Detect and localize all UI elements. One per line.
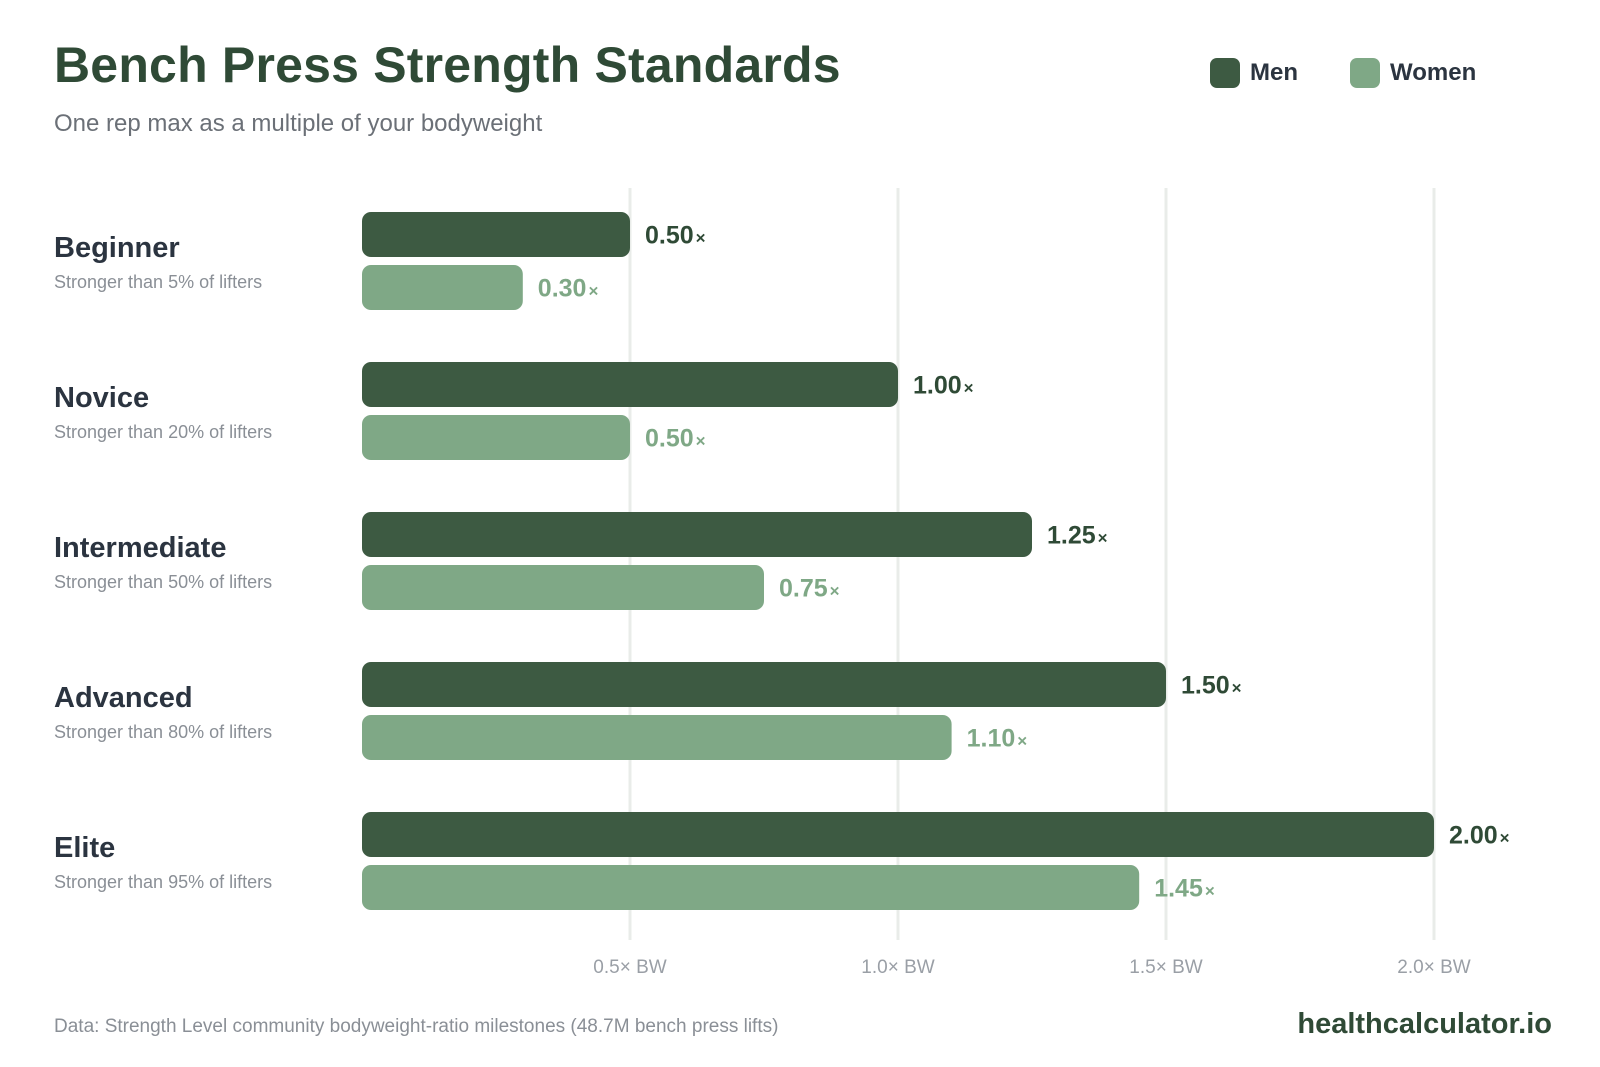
bar-women [362,865,1140,910]
category-subtitle: Stronger than 80% of lifters [54,722,272,742]
category-subtitle: Stronger than 5% of lifters [54,272,262,292]
bar-men [362,662,1166,707]
legend-label-women: Women [1390,59,1477,86]
chart-subtitle: One rep max as a multiple of your bodywe… [54,110,543,137]
category-label: Beginner [54,232,180,264]
bar-men [362,212,630,257]
data-label-men: 2.00 × [1449,822,1510,850]
data-label-men: 0.50 × [645,222,706,250]
x-tick-label: 0.5× BW [593,957,666,978]
data-label-men: 1.25 × [1047,522,1108,550]
data-label-women: 0.30 × [538,275,599,303]
data-label-women: 0.50 × [645,425,706,453]
data-label-men: 1.00 × [913,372,974,400]
data-label-women: 0.75 × [779,575,840,603]
bar-men [362,362,898,407]
x-tick-label: 2.0× BW [1397,957,1470,978]
chart-legend: Men Women [1210,58,1476,88]
legend-label-men: Men [1250,59,1298,86]
data-label-women: 1.45 × [1154,875,1215,903]
category-subtitle: Stronger than 50% of lifters [54,572,272,592]
bar-men [362,512,1032,557]
x-tick-label: 1.5× BW [1129,957,1202,978]
category-label: Advanced [54,682,193,714]
x-tick-label: 1.0× BW [861,957,934,978]
category-label: Novice [54,382,149,414]
legend-swatch-men [1210,58,1240,88]
bar-women [362,565,764,610]
legend-item-men: Men [1210,58,1298,88]
category-label: Elite [54,832,115,864]
legend-item-women: Women [1350,58,1476,88]
bar-men [362,812,1434,857]
data-label-men: 1.50 × [1181,672,1242,700]
data-label-women: 1.10 × [967,725,1028,753]
chart-title: Bench Press Strength Standards [54,37,841,93]
legend-swatch-women [1350,58,1380,88]
bar-women [362,715,952,760]
category-subtitle: Stronger than 95% of lifters [54,872,272,892]
category-subtitle: Stronger than 20% of lifters [54,422,272,442]
brand-logo-text: healthcalculator.io [1297,1008,1552,1040]
data-source-note: Data: Strength Level community bodyweigh… [54,1016,779,1037]
bar-women [362,265,523,310]
category-label: Intermediate [54,532,226,564]
bar-women [362,415,630,460]
